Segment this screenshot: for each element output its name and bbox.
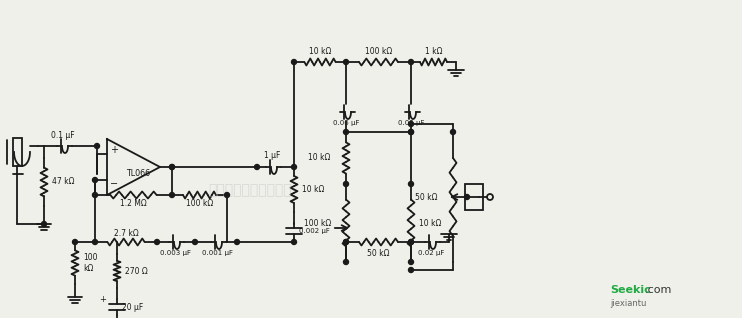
Circle shape (409, 267, 413, 273)
Text: 10 kΩ: 10 kΩ (302, 185, 324, 194)
Circle shape (409, 182, 413, 186)
Circle shape (42, 222, 47, 226)
Bar (465, 184, 483, 210)
Circle shape (255, 164, 260, 169)
Text: 0.02 μF: 0.02 μF (418, 250, 444, 256)
Circle shape (169, 164, 174, 169)
Circle shape (94, 143, 99, 149)
Circle shape (292, 59, 297, 65)
Circle shape (169, 192, 174, 197)
Text: 1 kΩ: 1 kΩ (424, 47, 442, 57)
Circle shape (93, 239, 97, 245)
Circle shape (344, 239, 349, 245)
Circle shape (409, 259, 413, 265)
Circle shape (409, 239, 413, 245)
Text: +: + (110, 145, 118, 155)
Text: 0.1 μF: 0.1 μF (51, 130, 75, 140)
Text: +: + (99, 294, 106, 303)
Text: 2.7 kΩ: 2.7 kΩ (114, 229, 138, 238)
Text: 100
kΩ: 100 kΩ (83, 253, 97, 273)
Circle shape (192, 239, 197, 245)
Text: 0.06 μF: 0.06 μF (332, 120, 359, 126)
Circle shape (409, 121, 413, 127)
Circle shape (409, 129, 413, 135)
Circle shape (344, 259, 349, 265)
Text: 20 μF: 20 μF (122, 302, 143, 312)
Text: 100 kΩ: 100 kΩ (304, 218, 331, 227)
Text: 270 Ω: 270 Ω (125, 266, 148, 275)
Text: 10 kΩ: 10 kΩ (308, 154, 330, 162)
Text: 1.2 MΩ: 1.2 MΩ (120, 199, 147, 209)
Circle shape (93, 192, 97, 197)
Text: 100 kΩ: 100 kΩ (186, 199, 213, 209)
Circle shape (344, 239, 349, 245)
Bar (13, 138, 22, 166)
Circle shape (409, 239, 413, 245)
Circle shape (344, 182, 349, 186)
Text: TL066: TL066 (126, 169, 150, 177)
Text: −: − (110, 179, 118, 189)
Circle shape (292, 164, 297, 169)
Text: .com: .com (645, 285, 672, 295)
Circle shape (93, 177, 97, 183)
Circle shape (344, 59, 349, 65)
Circle shape (344, 129, 349, 135)
Circle shape (464, 195, 470, 199)
Circle shape (225, 192, 229, 197)
Text: 47 kΩ: 47 kΩ (52, 177, 74, 186)
Text: 0.06 μF: 0.06 μF (398, 120, 424, 126)
Circle shape (450, 129, 456, 135)
Circle shape (169, 164, 174, 169)
Text: jiexiantu: jiexiantu (610, 299, 646, 308)
Circle shape (154, 239, 160, 245)
Text: 1 μF: 1 μF (264, 151, 280, 161)
Circle shape (409, 129, 413, 135)
Text: 0.003 μF: 0.003 μF (160, 250, 191, 256)
Circle shape (409, 59, 413, 65)
Circle shape (292, 239, 297, 245)
Text: 50 kΩ: 50 kΩ (415, 192, 438, 202)
Circle shape (234, 239, 240, 245)
Text: 10 kΩ: 10 kΩ (309, 47, 331, 57)
Text: 杭州精睿科技有限公司: 杭州精睿科技有限公司 (208, 183, 292, 197)
Text: 0.002 μF: 0.002 μF (299, 228, 330, 234)
Text: 10 kΩ: 10 kΩ (419, 218, 441, 227)
Text: 100 kΩ: 100 kΩ (365, 47, 392, 57)
Text: 0.001 μF: 0.001 μF (202, 250, 232, 256)
Circle shape (73, 239, 77, 245)
Text: 50 kΩ: 50 kΩ (367, 248, 390, 258)
Text: Seekic: Seekic (610, 285, 651, 295)
